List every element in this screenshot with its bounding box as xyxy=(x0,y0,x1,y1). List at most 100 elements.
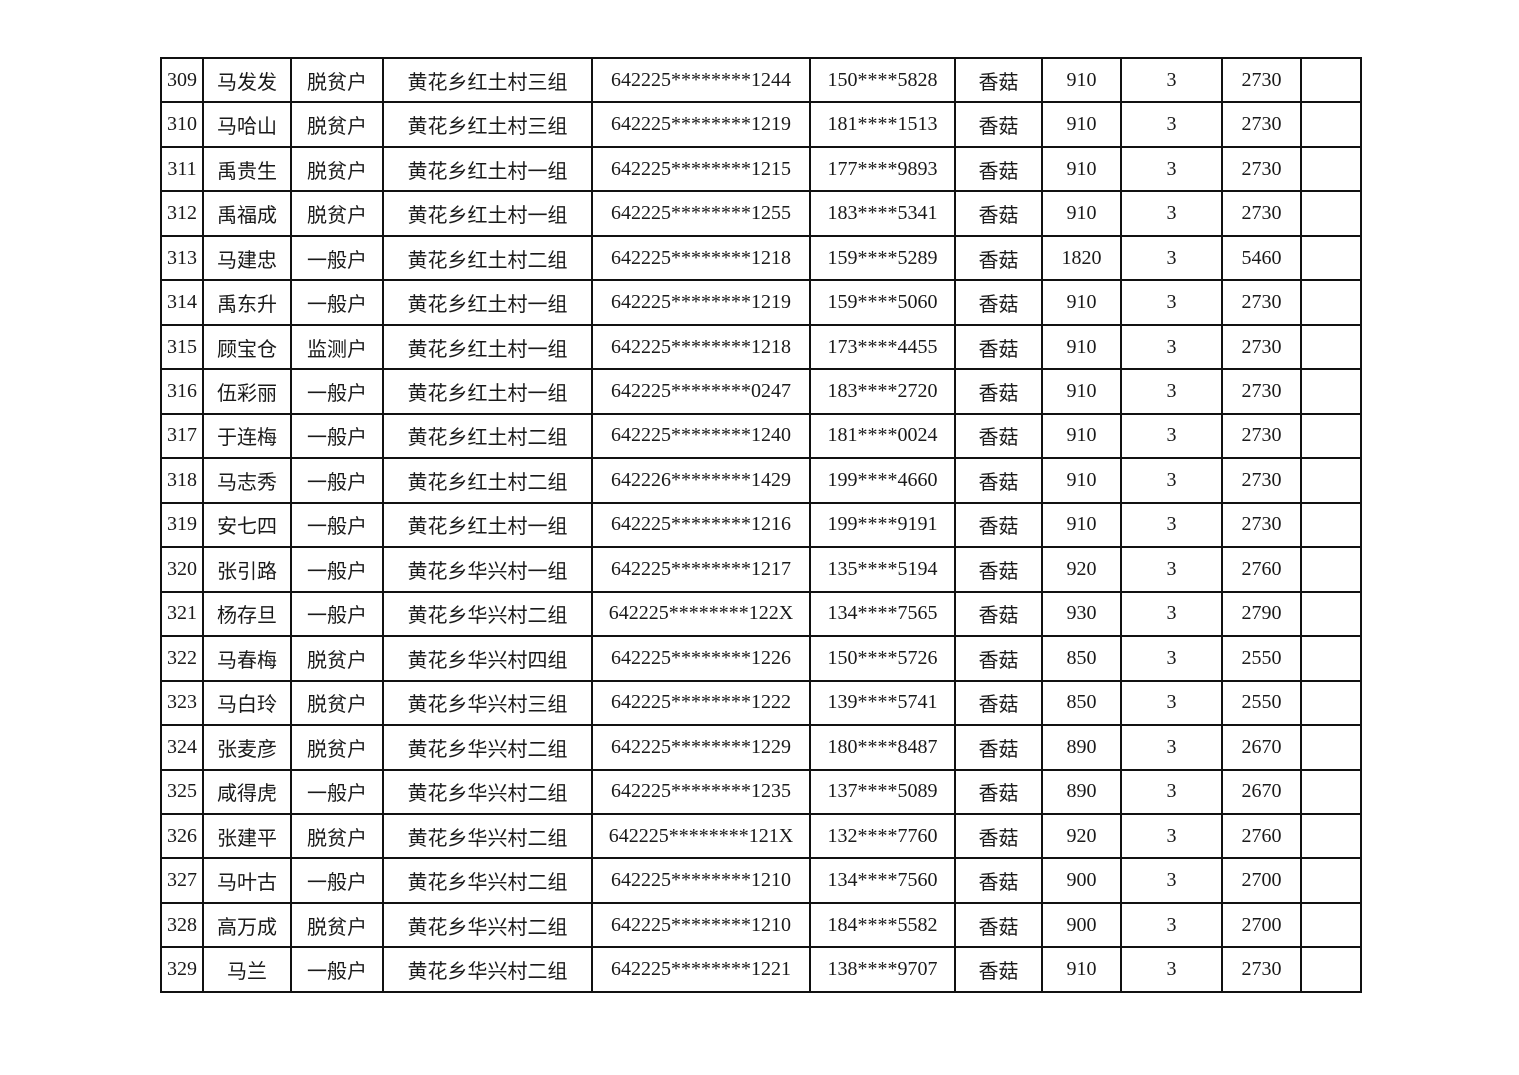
cell-phone: 139****5741 xyxy=(809,679,956,727)
cell-household-type: 一般户 xyxy=(290,412,384,460)
table-row: 326 张建平 脱贫户 黄花乡华兴村二组 642225********121X 132**… xyxy=(160,812,1362,860)
cell-household-type: 脱贫户 xyxy=(290,679,384,727)
cell-name: 马叶古 xyxy=(202,857,292,904)
cell-address: 黄花乡红土村三组 xyxy=(382,56,593,104)
cell-quantity: 910 xyxy=(1041,101,1122,148)
cell-product: 香菇 xyxy=(954,190,1043,237)
cell-note xyxy=(1300,635,1362,682)
cell-quantity: 850 xyxy=(1041,635,1122,682)
cell-count: 3 xyxy=(1120,412,1223,460)
cell-note xyxy=(1300,812,1362,860)
table-row: 324 张麦彦 脱贫户 黄花乡华兴村二组 642225********1229 180**… xyxy=(160,724,1362,771)
cell-household-type: 一般户 xyxy=(290,368,384,415)
cell-note xyxy=(1300,457,1362,504)
cell-phone: 184****5582 xyxy=(809,901,956,949)
table-row: 309 马发发 脱贫户 黄花乡红土村三组 642225********1244 150**… xyxy=(160,56,1362,104)
cell-phone: 173****4455 xyxy=(809,323,956,371)
cell-product: 香菇 xyxy=(954,901,1043,949)
cell-product: 香菇 xyxy=(954,145,1043,193)
cell-household-type: 脱贫户 xyxy=(290,812,384,860)
cell-address: 黄花乡华兴村二组 xyxy=(382,901,593,949)
cell-seq: 312 xyxy=(160,190,204,237)
cell-id-number: 642225********1226 xyxy=(591,635,811,682)
cell-product: 香菇 xyxy=(954,546,1043,593)
cell-id-number: 642225********1218 xyxy=(591,323,811,371)
cell-note xyxy=(1300,546,1362,593)
cell-quantity: 920 xyxy=(1041,546,1122,593)
cell-name: 伍彩丽 xyxy=(202,368,292,415)
cell-id-number: 642225********1210 xyxy=(591,901,811,949)
cell-product: 香菇 xyxy=(954,857,1043,904)
cell-note xyxy=(1300,190,1362,237)
cell-name: 张建平 xyxy=(202,812,292,860)
cell-note xyxy=(1300,368,1362,415)
cell-seq: 320 xyxy=(160,546,204,593)
cell-amount: 2550 xyxy=(1221,635,1302,682)
cell-quantity: 1820 xyxy=(1041,234,1122,282)
cell-amount: 2670 xyxy=(1221,768,1302,815)
cell-seq: 328 xyxy=(160,901,204,949)
cell-note xyxy=(1300,590,1362,638)
cell-count: 3 xyxy=(1120,457,1223,504)
table-row: 320 张引路 一般户 黄花乡华兴村一组 642225********1217 135**… xyxy=(160,546,1362,593)
cell-amount: 2730 xyxy=(1221,56,1302,104)
table-row: 313 马建忠 一般户 黄花乡红土村二组 642225********1218 159**… xyxy=(160,234,1362,282)
cell-address: 黄花乡红土村二组 xyxy=(382,457,593,504)
cell-household-type: 一般户 xyxy=(290,234,384,282)
cell-phone: 159****5060 xyxy=(809,279,956,326)
cell-address: 黄花乡红土村一组 xyxy=(382,368,593,415)
cell-address: 黄花乡红土村一组 xyxy=(382,190,593,237)
cell-count: 3 xyxy=(1120,279,1223,326)
cell-product: 香菇 xyxy=(954,457,1043,504)
cell-name: 马白玲 xyxy=(202,679,292,727)
cell-seq: 315 xyxy=(160,323,204,371)
table-row: 316 伍彩丽 一般户 黄花乡红土村一组 642225********0247 183**… xyxy=(160,368,1362,415)
cell-note xyxy=(1300,412,1362,460)
cell-seq: 318 xyxy=(160,457,204,504)
cell-seq: 309 xyxy=(160,56,204,104)
cell-amount: 2670 xyxy=(1221,724,1302,771)
table-row: 318 马志秀 一般户 黄花乡红土村二组 642226********1429 199**… xyxy=(160,457,1362,504)
cell-quantity: 890 xyxy=(1041,768,1122,815)
cell-phone: 183****2720 xyxy=(809,368,956,415)
cell-seq: 327 xyxy=(160,857,204,904)
cell-note xyxy=(1300,101,1362,148)
cell-phone: 132****7760 xyxy=(809,812,956,860)
cell-amount: 2730 xyxy=(1221,101,1302,148)
cell-amount: 2730 xyxy=(1221,145,1302,193)
cell-count: 3 xyxy=(1120,635,1223,682)
cell-amount: 2730 xyxy=(1221,190,1302,237)
table-row: 325 咸得虎 一般户 黄花乡华兴村二组 642225********1235 137**… xyxy=(160,768,1362,815)
cell-address: 黄花乡华兴村二组 xyxy=(382,768,593,815)
cell-amount: 5460 xyxy=(1221,234,1302,282)
cell-seq: 310 xyxy=(160,101,204,148)
cell-household-type: 一般户 xyxy=(290,457,384,504)
cell-name: 张引路 xyxy=(202,546,292,593)
cell-household-type: 脱贫户 xyxy=(290,145,384,193)
cell-seq: 317 xyxy=(160,412,204,460)
cell-count: 3 xyxy=(1120,101,1223,148)
cell-seq: 323 xyxy=(160,679,204,727)
cell-count: 3 xyxy=(1120,368,1223,415)
cell-note xyxy=(1300,768,1362,815)
cell-product: 香菇 xyxy=(954,768,1043,815)
cell-name: 安七四 xyxy=(202,501,292,549)
cell-note xyxy=(1300,323,1362,371)
cell-id-number: 642226********1429 xyxy=(591,457,811,504)
cell-id-number: 642225********1255 xyxy=(591,190,811,237)
cell-quantity: 930 xyxy=(1041,590,1122,638)
cell-note xyxy=(1300,724,1362,771)
cell-note xyxy=(1300,56,1362,104)
cell-name: 禹贵生 xyxy=(202,145,292,193)
cell-quantity: 910 xyxy=(1041,190,1122,237)
cell-id-number: 642225********1218 xyxy=(591,234,811,282)
table-row: 321 杨存旦 一般户 黄花乡华兴村二组 642225********122X 134**… xyxy=(160,590,1362,638)
cell-product: 香菇 xyxy=(954,635,1043,682)
cell-note xyxy=(1300,501,1362,549)
cell-count: 3 xyxy=(1120,145,1223,193)
cell-phone: 177****9893 xyxy=(809,145,956,193)
cell-address: 黄花乡华兴村二组 xyxy=(382,857,593,904)
cell-count: 3 xyxy=(1120,768,1223,815)
cell-quantity: 910 xyxy=(1041,145,1122,193)
